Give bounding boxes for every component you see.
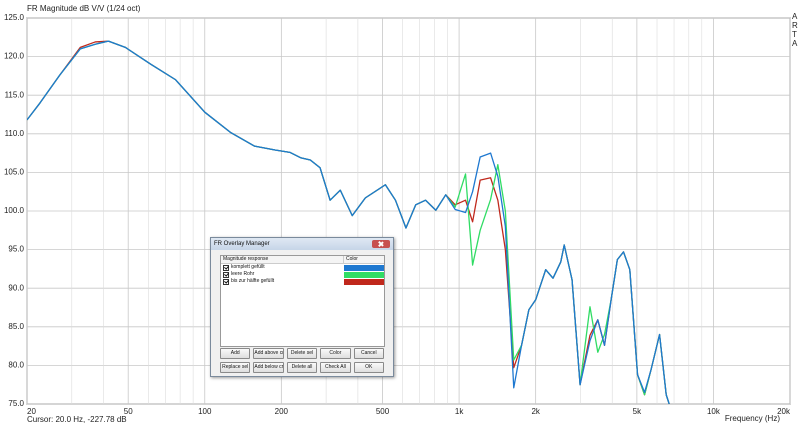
- x-tick-label: 2k: [531, 407, 540, 416]
- table-header: Magnitude response Color: [221, 256, 384, 264]
- header-cell: Color: [346, 256, 358, 262]
- legend-row: bis zur hälfte gefüllt: [221, 278, 384, 285]
- button[interactable]: Cancel: [353, 348, 384, 359]
- y-tick-label: 110.0: [5, 129, 25, 138]
- legend-swatch: [344, 264, 384, 271]
- x-tick-label: 500: [376, 407, 390, 416]
- y-tick-label: 105.0: [4, 168, 25, 177]
- button[interactable]: Add: [220, 348, 251, 359]
- legend-cell: komplett gefüllt: [221, 264, 341, 271]
- y-tick-label: 115.0: [5, 90, 25, 99]
- close-button[interactable]: [372, 240, 390, 248]
- legend-swatch: [344, 278, 384, 285]
- legend-label: bis zur hälfte gefüllt: [231, 278, 275, 284]
- overlay-table: Magnitude response Color komplett gefüll…: [220, 255, 385, 347]
- dialog-title: FR Overlay Manager: [211, 238, 393, 250]
- y-tick-label: 100.0: [4, 206, 25, 215]
- y-tick-label: 80.0: [8, 361, 24, 370]
- button[interactable]: Delete sel: [286, 348, 318, 359]
- y-tick-label: 95.0: [8, 245, 24, 254]
- legend-row: komplett gefüllt: [221, 264, 384, 271]
- legend-cell: leere Rohr: [221, 271, 341, 278]
- x-tick-label: 10k: [707, 407, 721, 416]
- legend-cell: bis zur hälfte gefüllt: [221, 278, 341, 285]
- x-tick-label: 200: [275, 407, 289, 416]
- y-tick-label: 125.0: [4, 13, 25, 22]
- brand: ARTA: [792, 12, 798, 48]
- series-line: [27, 40, 670, 404]
- legend-label: leere Rohr: [231, 271, 255, 277]
- overlay-manager: FR Overlay Manager Magnitude response Co…: [210, 237, 394, 377]
- button[interactable]: OK: [353, 362, 384, 373]
- button[interactable]: Delete all: [286, 362, 318, 373]
- checkbox[interactable]: [223, 271, 229, 278]
- rows: komplett gefüllt leere Rohr bis zur hälfte…: [221, 264, 384, 285]
- button[interactable]: Replace sel: [220, 362, 251, 373]
- checkbox[interactable]: [223, 264, 229, 271]
- cursor-readout: Cursor: 20.0 Hz, -227.78 dB: [27, 415, 127, 424]
- x-tick-label: 5k: [633, 407, 642, 416]
- y-tick-label: 85.0: [8, 322, 24, 331]
- legend-row: leere Rohr: [221, 271, 384, 278]
- button[interactable]: Add above crs: [253, 348, 284, 359]
- x-tick-label: 20k: [777, 407, 791, 416]
- legend-label: komplett gefüllt: [231, 264, 265, 270]
- x-tick-label: 1k: [455, 407, 464, 416]
- button[interactable]: Add below crs: [253, 362, 284, 373]
- chart-title: FR Magnitude dB V/V (1/24 oct): [27, 4, 141, 13]
- legend-swatch: [344, 271, 384, 278]
- button[interactable]: Check All: [320, 362, 351, 373]
- curves: [27, 40, 670, 404]
- x-tick-label: 100: [198, 407, 212, 416]
- buttons: Add Add above crs Delete sel Color Cancel Rep…: [220, 348, 384, 373]
- x-tick-label: 20: [27, 407, 36, 416]
- header-cell: Magnitude response: [221, 256, 344, 263]
- button[interactable]: Color: [320, 348, 351, 359]
- x-tick-label: 50: [124, 407, 133, 416]
- y-tick-label: 120.0: [4, 52, 25, 61]
- grid: [26, 17, 791, 405]
- y-tick-label: 90.0: [8, 283, 24, 292]
- x-axis-label: Frequency (Hz): [725, 414, 780, 423]
- y-tick-label: 75.0: [8, 399, 24, 408]
- checkbox[interactable]: [223, 278, 229, 285]
